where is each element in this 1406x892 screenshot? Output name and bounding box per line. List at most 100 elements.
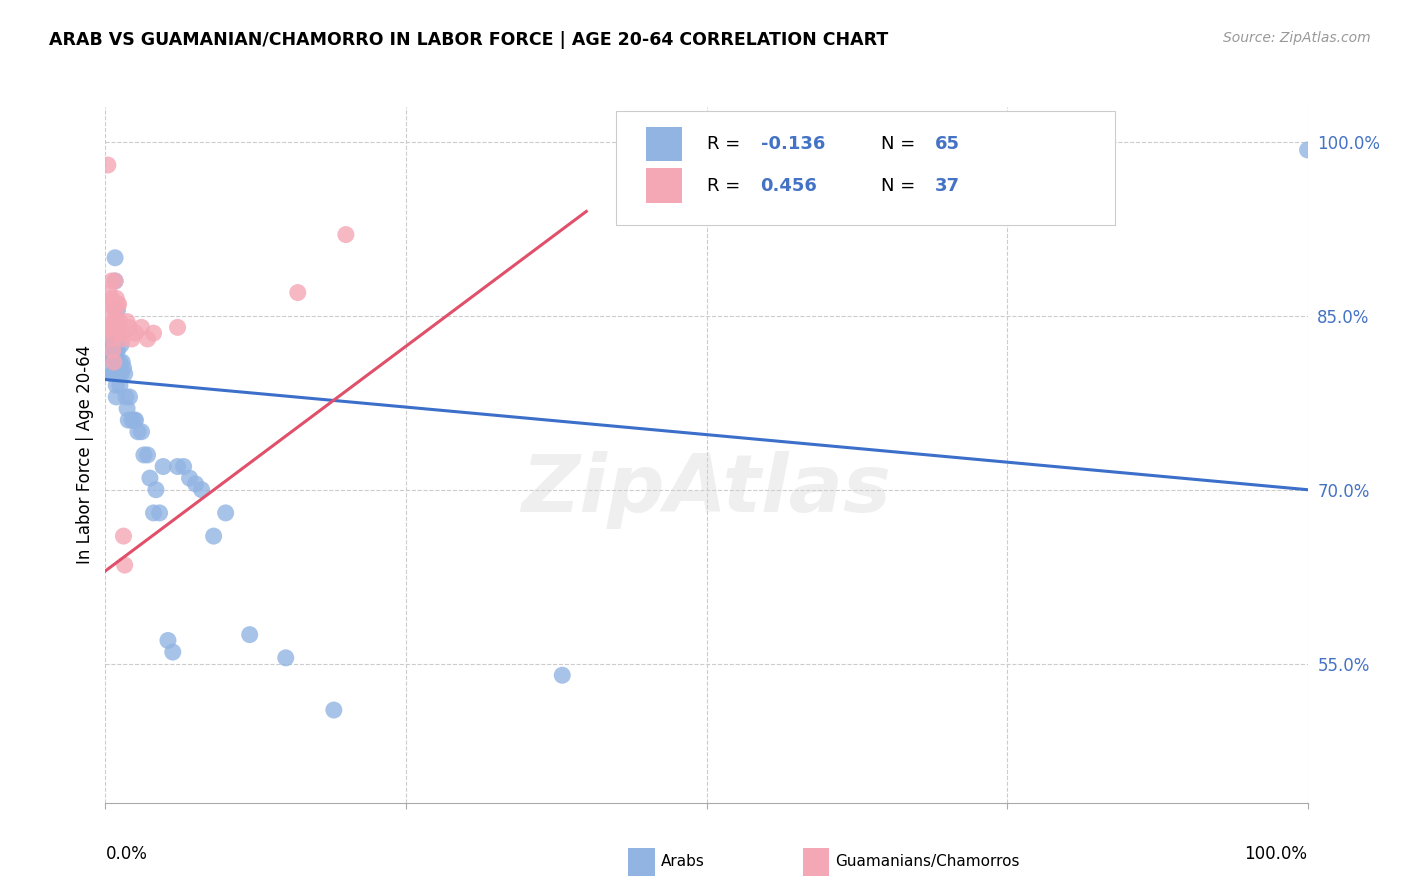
Point (98, 320, 121, 334)
Point (115, 315, 138, 329)
Point (107, 320, 129, 334)
Point (111, 332, 134, 346)
FancyBboxPatch shape (628, 848, 655, 876)
Y-axis label: In Labor Force | Age 20-64: In Labor Force | Age 20-64 (76, 345, 94, 565)
Point (103, 350, 125, 364)
Point (156, 633, 179, 648)
Point (104, 274, 127, 288)
Point (103, 315, 125, 329)
Point (148, 506, 170, 520)
Point (104, 274, 127, 288)
Point (104, 297, 127, 311)
Text: R =: R = (707, 135, 745, 153)
Point (105, 367, 128, 381)
Point (322, 703, 344, 717)
Point (101, 320, 124, 334)
Point (131, 320, 153, 334)
Point (100, 274, 122, 288)
Point (124, 326, 146, 341)
Point (101, 338, 124, 352)
FancyBboxPatch shape (616, 111, 1115, 226)
Text: 65: 65 (935, 135, 960, 153)
Point (98, 297, 121, 311)
Text: 37: 37 (935, 177, 960, 194)
Point (115, 401, 138, 416)
Point (100, 367, 122, 381)
Point (1296, 143, 1319, 157)
Point (124, 413, 146, 427)
Point (118, 390, 141, 404)
Point (100, 350, 122, 364)
Point (132, 448, 155, 462)
Point (97, 158, 120, 172)
Text: N =: N = (880, 177, 921, 194)
Point (101, 343, 124, 358)
Point (105, 390, 128, 404)
Point (114, 367, 136, 381)
Point (136, 332, 159, 346)
Point (105, 355, 128, 369)
Point (105, 343, 128, 358)
Point (108, 378, 131, 392)
Point (110, 367, 132, 381)
Point (166, 459, 188, 474)
Point (117, 413, 139, 427)
Point (110, 338, 132, 352)
Point (121, 332, 143, 346)
Text: N =: N = (880, 135, 921, 153)
Point (127, 425, 149, 439)
Point (162, 645, 184, 659)
Point (107, 297, 129, 311)
Point (139, 471, 162, 485)
Text: Source: ZipAtlas.com: Source: ZipAtlas.com (1223, 31, 1371, 45)
Point (107, 332, 129, 346)
Point (103, 343, 125, 358)
Point (105, 309, 128, 323)
FancyBboxPatch shape (647, 169, 682, 203)
Point (107, 320, 129, 334)
Point (101, 332, 124, 346)
Point (551, 668, 574, 682)
Point (104, 303, 127, 318)
Text: ZipAtlas: ZipAtlas (522, 450, 891, 529)
Point (98, 332, 121, 346)
FancyBboxPatch shape (647, 127, 682, 161)
Point (274, 651, 297, 665)
Point (239, 628, 262, 642)
Point (107, 343, 129, 358)
Point (166, 320, 188, 334)
Point (121, 413, 143, 427)
Point (105, 291, 128, 305)
Point (184, 476, 207, 491)
Point (111, 355, 134, 369)
Point (100, 291, 122, 305)
Point (142, 326, 165, 341)
Text: Arabs: Arabs (661, 855, 704, 870)
Point (101, 355, 124, 369)
Point (107, 355, 129, 369)
Text: ARAB VS GUAMANIAN/CHAMORRO IN LABOR FORCE | AGE 20-64 CORRELATION CHART: ARAB VS GUAMANIAN/CHAMORRO IN LABOR FORC… (49, 31, 889, 49)
Point (112, 361, 135, 376)
Point (335, 227, 357, 242)
Point (152, 459, 174, 474)
Point (108, 315, 131, 329)
Point (112, 529, 135, 543)
Point (105, 332, 128, 346)
Point (104, 320, 127, 334)
Point (145, 483, 167, 497)
Point (107, 303, 129, 318)
Text: R =: R = (707, 177, 745, 194)
Point (214, 506, 236, 520)
Point (179, 471, 201, 485)
Text: Guamanians/Chamorros: Guamanians/Chamorros (835, 855, 1019, 870)
Point (124, 413, 146, 427)
Point (103, 326, 125, 341)
Point (104, 251, 127, 265)
Point (107, 320, 129, 334)
Point (103, 367, 125, 381)
Text: -0.136: -0.136 (761, 135, 825, 153)
Point (108, 355, 131, 369)
Point (202, 529, 225, 543)
Point (100, 309, 122, 323)
Point (107, 367, 129, 381)
